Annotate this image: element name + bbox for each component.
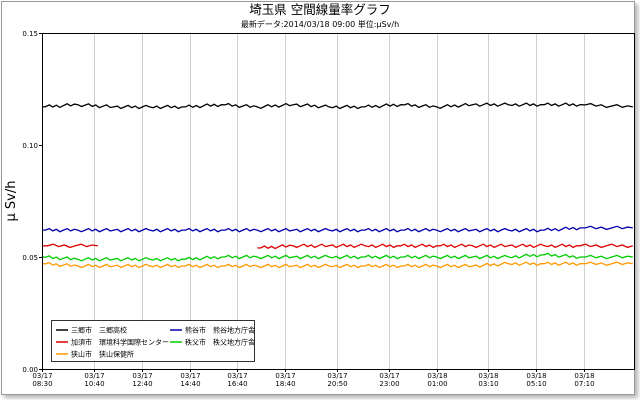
x-tick-time: 01:00 — [427, 380, 447, 388]
y-tick-label: 0.05 — [22, 254, 38, 262]
x-tick-date: 03/17 — [327, 372, 347, 380]
y-tick-label: 0.00 — [22, 366, 38, 374]
legend-label: 三郷市 三郷高校 — [71, 326, 127, 335]
x-tick-date: 03/17 — [132, 372, 152, 380]
x-tick-time: 12:40 — [132, 380, 152, 388]
x-tick-time: 18:40 — [275, 380, 295, 388]
x-tick-date: 03/18 — [427, 372, 447, 380]
x-tick-time: 08:30 — [32, 380, 52, 388]
chart-title: 埼玉県 空間線量率グラフ — [249, 2, 390, 17]
x-tick-date: 03/17 — [32, 372, 52, 380]
series-line — [41, 102, 633, 110]
x-tick-time: 20:50 — [327, 380, 347, 388]
x-tick-date: 03/17 — [84, 372, 104, 380]
series-line — [41, 252, 633, 262]
x-axis-ticks: 03/1708:3003/1710:4003/1712:4003/1714:40… — [32, 369, 595, 388]
x-tick-date: 03/18 — [478, 372, 498, 380]
grid-lines — [42, 33, 585, 369]
x-tick-date: 03/17 — [379, 372, 399, 380]
y-tick-label: 0.15 — [22, 30, 38, 38]
x-tick-date: 03/18 — [526, 372, 546, 380]
series-line — [42, 243, 98, 249]
x-tick-time: 14:40 — [180, 380, 200, 388]
x-tick-time: 23:00 — [379, 380, 399, 388]
series-line — [41, 261, 633, 269]
x-tick-date: 03/17 — [227, 372, 247, 380]
x-tick-time: 07:10 — [574, 380, 594, 388]
series-line — [257, 243, 633, 250]
legend-label: 狭山市 狭山保健所 — [71, 350, 134, 359]
x-tick-time: 16:40 — [227, 380, 247, 388]
legend-box — [51, 320, 255, 362]
y-tick-label: 0.10 — [22, 142, 38, 150]
x-tick-date: 03/17 — [275, 372, 295, 380]
legend-label: 加須市 環境科学国際センター — [71, 338, 169, 347]
series-lines — [41, 102, 633, 269]
x-tick-date: 03/17 — [180, 372, 200, 380]
series-line — [42, 225, 633, 233]
x-tick-date: 03/18 — [574, 372, 594, 380]
legend-label: 熊谷市 熊谷地方庁舎 — [185, 326, 255, 335]
x-tick-time: 10:40 — [84, 380, 104, 388]
legend-label: 秩父市 秩父地方庁舎 — [185, 338, 255, 347]
x-tick-time: 03:10 — [478, 380, 498, 388]
chart-subtitle: 最新データ:2014/03/18 09:00 単位:μSv/h — [241, 19, 399, 29]
y-axis-ticks: 0.00 0.05 0.10 0.15 — [22, 30, 42, 374]
x-tick-time: 05:10 — [526, 380, 546, 388]
plot-area-border — [42, 33, 635, 370]
y-axis-label: μ Sv/h — [4, 181, 19, 222]
